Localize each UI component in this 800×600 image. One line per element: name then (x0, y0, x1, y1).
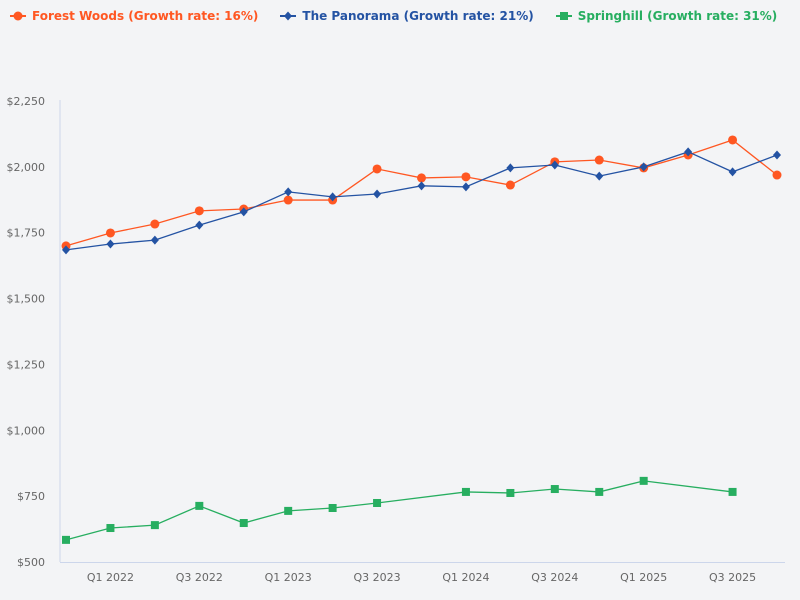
y-tick-label: $500 (17, 556, 45, 569)
data-point (461, 182, 470, 192)
data-point (417, 173, 426, 183)
x-tick-label: Q3 2023 (353, 571, 400, 584)
series-line (65, 151, 778, 251)
legend-symbol (13, 11, 23, 21)
series-line (65, 480, 733, 541)
data-point (728, 167, 737, 177)
data-point (505, 180, 515, 190)
data-point (728, 487, 737, 496)
data-point (194, 206, 204, 216)
legend-symbol (284, 11, 293, 21)
data-point (372, 164, 382, 174)
data-point (639, 476, 648, 485)
y-tick-label: $1,750 (7, 227, 46, 240)
data-point (239, 207, 248, 217)
x-tick-label: Q1 2024 (442, 571, 489, 584)
x-tick-label: Q1 2025 (620, 571, 667, 584)
y-tick-label: $1,000 (7, 424, 46, 437)
series-0 (61, 135, 782, 251)
y-tick-label: $750 (17, 490, 45, 503)
x-tick-label: Q3 2025 (709, 571, 756, 584)
y-tick-label: $1,250 (7, 358, 46, 371)
data-point (150, 235, 159, 245)
y-tick-label: $1,500 (7, 293, 46, 306)
data-point (461, 487, 470, 496)
data-point (639, 162, 648, 172)
legend-label: The Panorama (Growth rate: 21%) (302, 9, 534, 23)
legend-marker-icon (10, 11, 26, 21)
data-point (328, 192, 337, 202)
data-point (62, 245, 70, 255)
data-point (150, 521, 159, 530)
data-point (684, 147, 693, 157)
data-point (106, 239, 115, 249)
series-2 (62, 476, 737, 544)
data-point (772, 170, 782, 180)
data-point (195, 501, 204, 510)
legend-symbol (559, 12, 568, 20)
legend-marker-icon (280, 11, 297, 21)
series-1 (62, 147, 781, 255)
x-tick-label: Q1 2023 (265, 571, 312, 584)
x-tick-label: Q3 2022 (176, 571, 223, 584)
data-point (595, 487, 604, 496)
data-point (328, 503, 337, 512)
x-tick-label: Q3 2024 (531, 571, 578, 584)
data-point (550, 160, 559, 170)
data-point (594, 155, 604, 165)
data-point (195, 220, 204, 230)
legend-item[interactable]: Springhill (Growth rate: 31%) (555, 9, 778, 23)
data-point (550, 485, 559, 494)
data-point (284, 187, 293, 197)
y-tick-label: $2,000 (7, 161, 46, 174)
data-point (373, 189, 382, 199)
y-tick-label: $2,250 (7, 95, 46, 108)
data-point (105, 228, 115, 238)
legend-label: Springhill (Growth rate: 31%) (577, 9, 778, 23)
legend: Forest Woods (Growth rate: 16%) The Panor… (10, 9, 777, 23)
data-point (283, 195, 293, 205)
legend-item[interactable]: The Panorama (Growth rate: 21%) (280, 9, 534, 23)
series-line (65, 139, 778, 247)
data-point (506, 163, 515, 173)
x-tick-label: Q1 2022 (87, 571, 134, 584)
data-point (461, 172, 471, 182)
data-point (595, 171, 604, 181)
data-point (62, 535, 70, 544)
data-point (728, 135, 738, 145)
data-point (150, 219, 160, 229)
data-point (417, 181, 426, 191)
data-point (773, 150, 781, 160)
data-point (373, 498, 382, 507)
data-point (506, 488, 515, 497)
data-point (284, 506, 293, 515)
legend-label: Forest Woods (Growth rate: 16%) (32, 9, 259, 23)
data-point (106, 524, 115, 533)
legend-item[interactable]: Forest Woods (Growth rate: 16%) (10, 9, 258, 23)
legend-marker-icon (555, 12, 572, 20)
data-point (239, 519, 248, 528)
